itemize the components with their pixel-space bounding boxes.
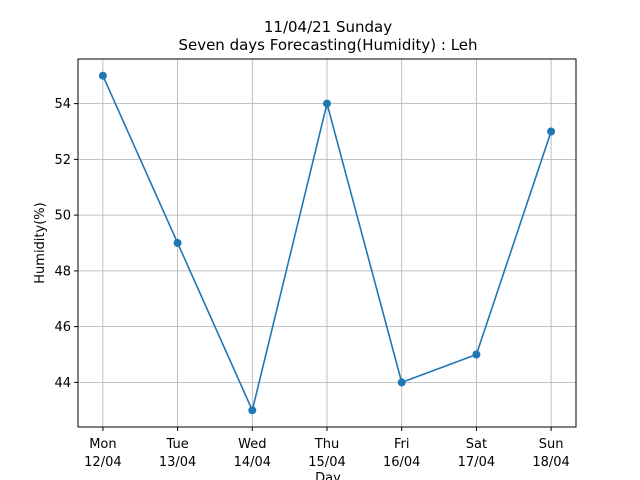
x-tick-label: Tue <box>165 437 188 452</box>
point <box>472 350 481 359</box>
point <box>248 406 257 415</box>
point <box>98 71 107 80</box>
x-tick-label: 17/04 <box>458 455 495 470</box>
x-tick-label: Thu <box>314 437 339 452</box>
y-tick-label: 48 <box>54 264 71 279</box>
point <box>173 239 182 247</box>
chart-subtitle: Seven days Forecasting(Humidity) : Leh <box>178 36 477 54</box>
x-tick-label: 14/04 <box>234 455 271 470</box>
x-tick-label: Sun <box>539 437 564 452</box>
y-tick-label: 44 <box>54 376 71 391</box>
x-axis-label: Day <box>315 471 341 480</box>
x-tick-label: Sat <box>466 437 487 452</box>
x-tick-label: 13/04 <box>159 455 196 470</box>
y-tick-label: 54 <box>54 97 71 112</box>
y-axis-label: Humidity(%) <box>33 202 48 283</box>
point <box>323 99 331 108</box>
x-tick-label: 12/04 <box>84 455 121 470</box>
plot-frame <box>77 58 577 428</box>
x-tick-label: Fri <box>394 437 410 452</box>
y-tick-label: 50 <box>54 209 71 224</box>
x-tick-label: Wed <box>238 437 266 452</box>
chart-title: 11/04/21 Sunday <box>264 18 392 36</box>
point <box>397 378 406 387</box>
point <box>547 127 556 136</box>
x-tick-label: Mon <box>89 437 116 452</box>
y-tick-label: 52 <box>54 153 71 168</box>
x-tick-label: 16/04 <box>383 455 420 470</box>
x-tick-label: 18/04 <box>532 455 569 470</box>
x-tick-label: 15/04 <box>308 455 345 470</box>
y-tick-label: 46 <box>54 320 71 335</box>
